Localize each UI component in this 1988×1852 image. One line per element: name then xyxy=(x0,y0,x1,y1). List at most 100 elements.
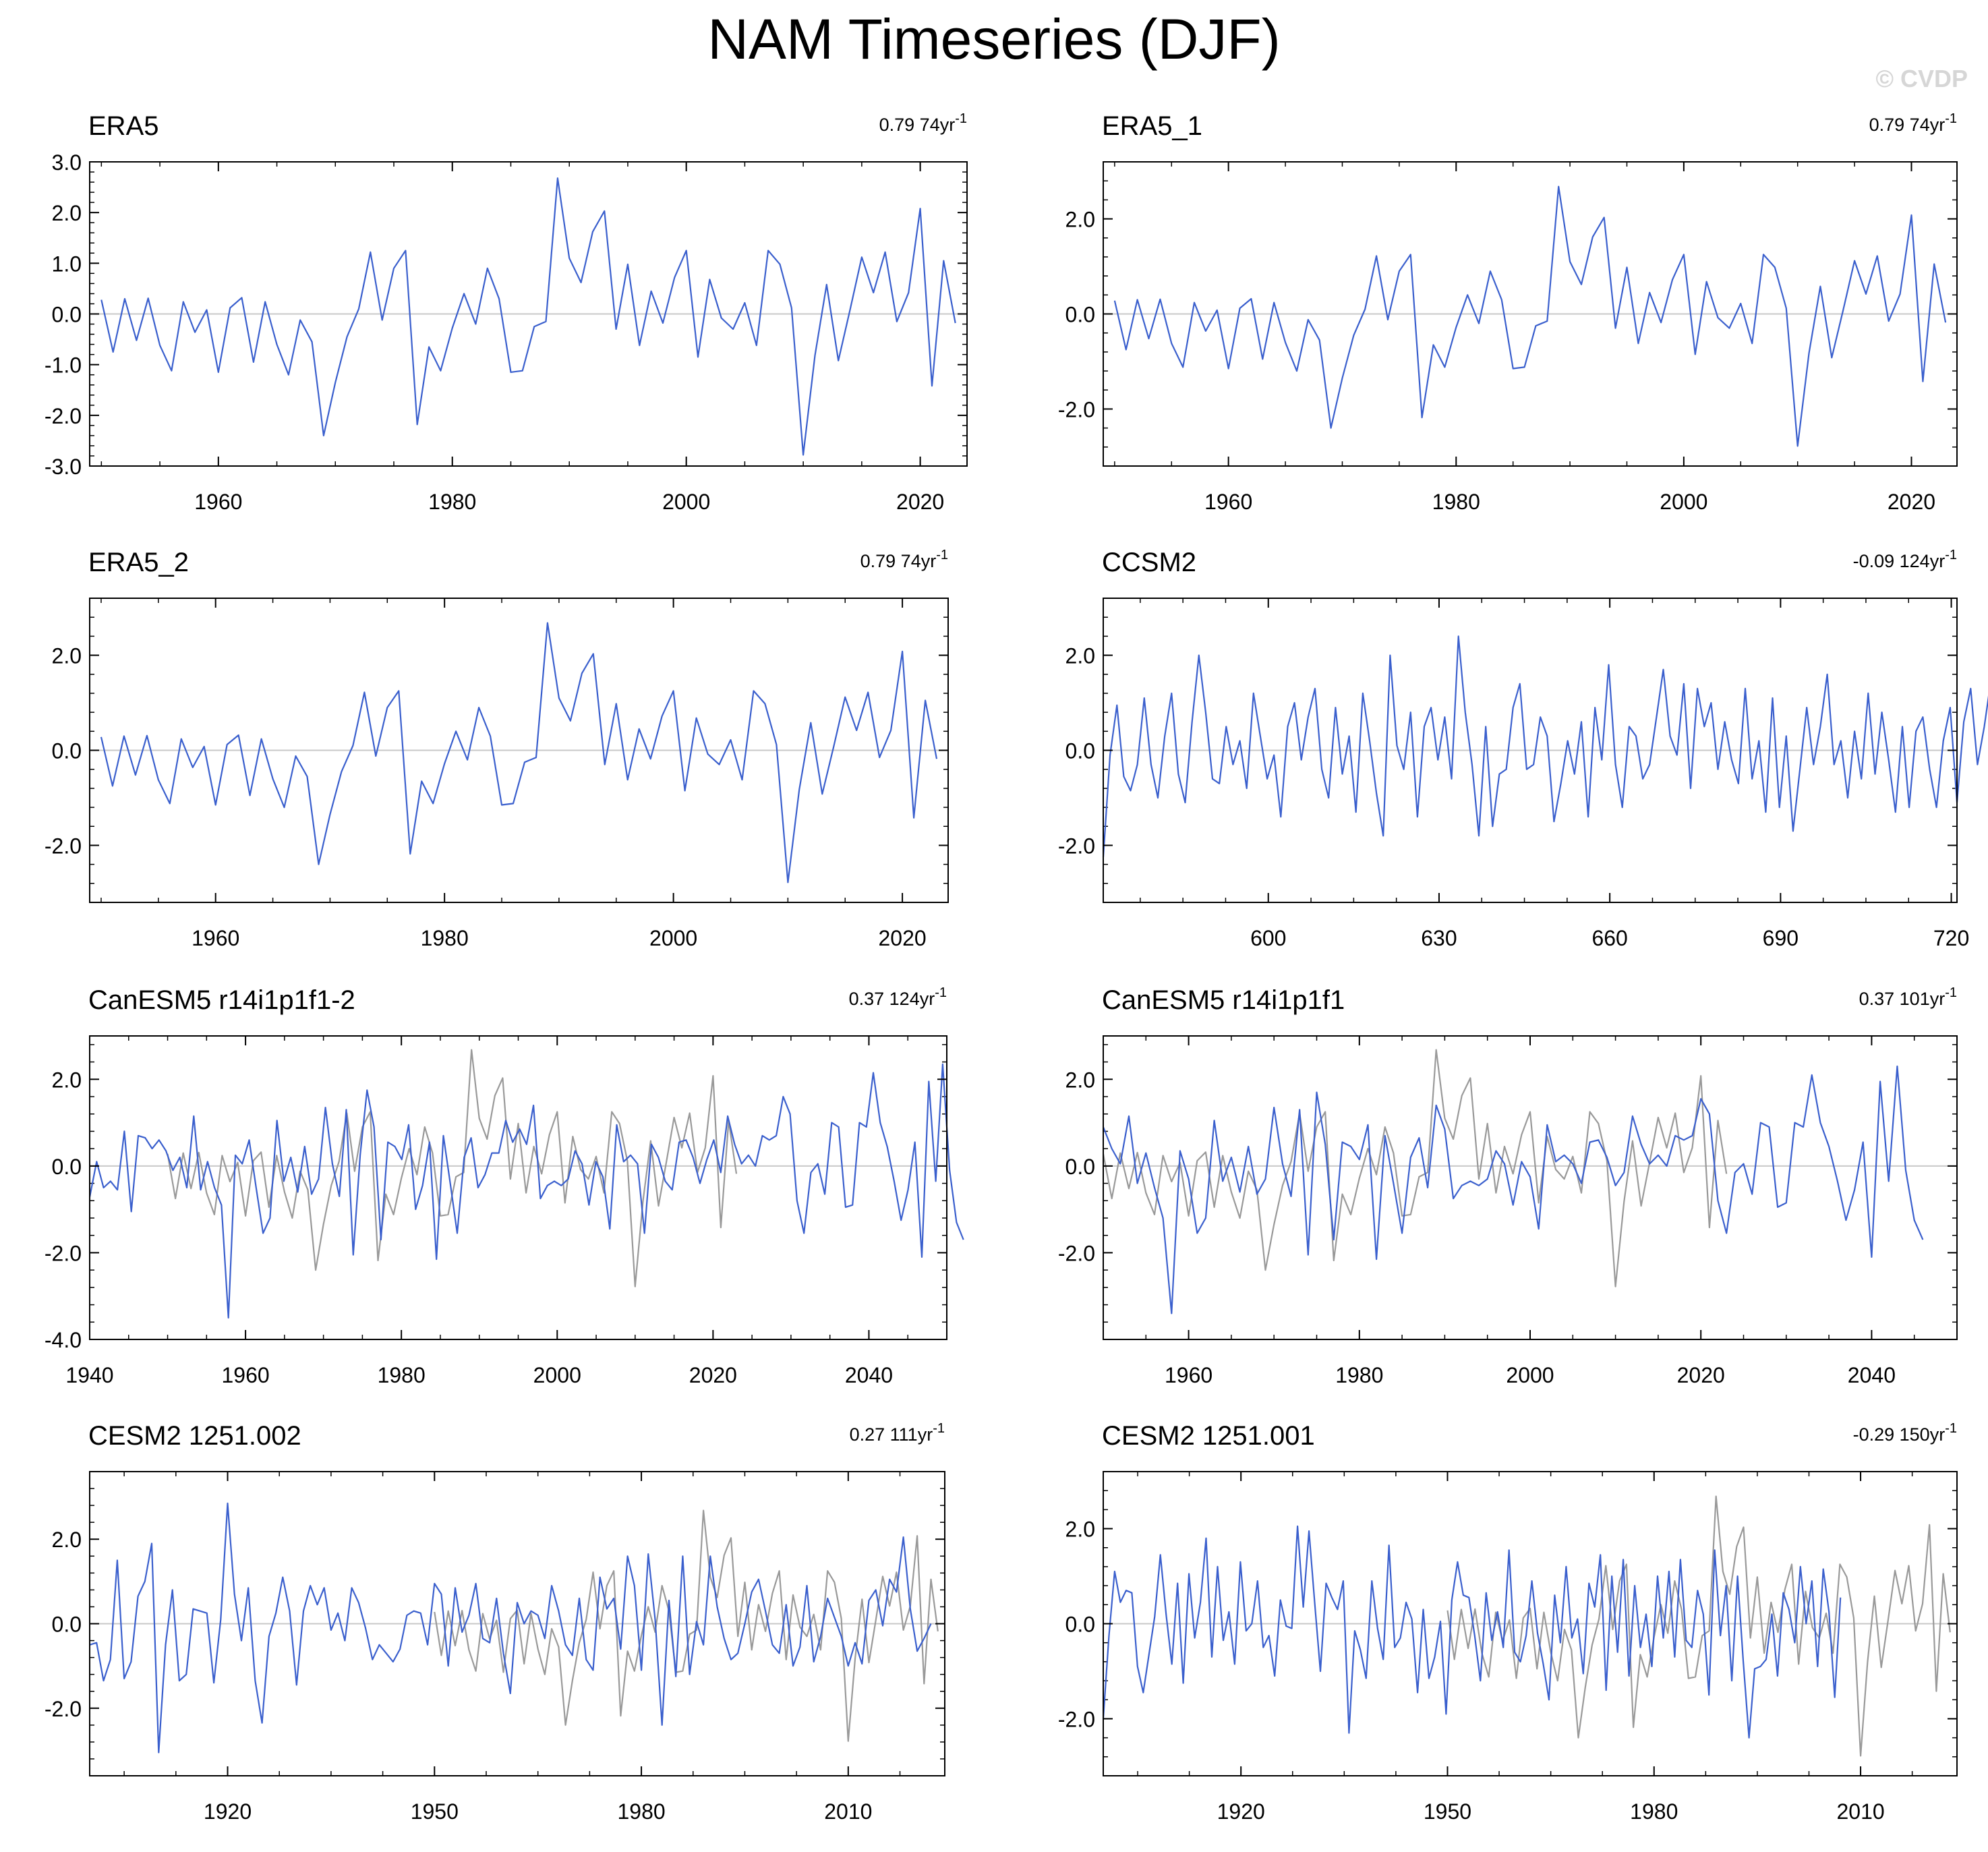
page-title: NAM Timeseries (DJF) xyxy=(707,7,1281,71)
y-tick-label: 2.0 xyxy=(1065,644,1095,668)
stats-superscript: -1 xyxy=(1945,985,1957,1000)
model-series-line xyxy=(1113,185,1947,447)
x-tick-label: 1980 xyxy=(421,926,469,950)
stats-value: 0.79 74yr xyxy=(1869,115,1946,135)
stats-superscript: -1 xyxy=(1945,548,1957,562)
y-tick-label: 0.0 xyxy=(1065,1613,1095,1637)
y-tick-label: 2.0 xyxy=(52,1068,82,1092)
y-tick-label: 2.0 xyxy=(52,1528,82,1552)
x-tick-label: 600 xyxy=(1250,926,1286,950)
x-tick-label: 1980 xyxy=(1335,1363,1383,1387)
x-tick-label: 2020 xyxy=(1677,1363,1725,1387)
x-tick-label: 2020 xyxy=(1888,490,1935,514)
panel-stats: 0.79 74yr-1 xyxy=(860,548,948,571)
model-series-line xyxy=(100,177,956,456)
panel-era5-2: -2.0 0.0 2.0 1960 1980 2000 2020 ERA5_2 0.79 74y… xyxy=(45,548,949,950)
panel-stats: 0.27 111yr-1 xyxy=(850,1421,945,1445)
stats-value: 0.37 101yr xyxy=(1859,989,1946,1009)
x-tick-label: 1980 xyxy=(1432,490,1480,514)
x-tick-label: 1920 xyxy=(204,1799,252,1824)
y-tick-label: -2.0 xyxy=(1058,1707,1095,1731)
y-tick-label: 1.0 xyxy=(52,252,82,276)
panel-stats: 0.79 74yr-1 xyxy=(879,111,967,135)
obs-series-line xyxy=(1446,1495,1951,1757)
panel-title: ERA5_1 xyxy=(1102,111,1202,141)
x-tick-label: 1960 xyxy=(192,926,239,950)
x-tick-label: 660 xyxy=(1591,926,1627,950)
x-tick-label: 1980 xyxy=(428,490,476,514)
stats-superscript: -1 xyxy=(936,548,948,562)
panel-title: ERA5 xyxy=(88,111,159,141)
x-tick-label: 2000 xyxy=(533,1363,581,1387)
x-tick-label: 2010 xyxy=(1836,1799,1884,1824)
y-tick-label: 3.0 xyxy=(52,150,82,175)
model-series-line xyxy=(89,1502,932,1754)
panel-canesm5-r14i1p1f1-2: -4.0 -2.0 0.0 2.0 1940 1960 1980 2000 2020 2040 Ca… xyxy=(45,985,964,1387)
x-tick-label: 630 xyxy=(1421,926,1457,950)
stats-superscript: -1 xyxy=(933,1421,945,1436)
x-tick-label: 2020 xyxy=(896,490,944,514)
panel-stats: -0.09 124yr-1 xyxy=(1853,548,1957,571)
model-series-line xyxy=(88,1063,964,1319)
x-tick-label: 1960 xyxy=(221,1363,269,1387)
x-tick-label: 2020 xyxy=(879,926,927,950)
y-tick-label: -4.0 xyxy=(45,1328,82,1352)
y-tick-label: 0.0 xyxy=(1065,1155,1095,1179)
watermark: © CVDP xyxy=(1875,65,1968,92)
x-tick-label: 1950 xyxy=(411,1799,459,1824)
y-tick-label: 2.0 xyxy=(1065,208,1095,232)
x-tick-label: 2000 xyxy=(649,926,697,950)
model-series-line xyxy=(100,622,938,884)
y-tick-label: -2.0 xyxy=(45,834,82,858)
y-tick-label: -2.0 xyxy=(1058,1241,1095,1265)
panel-title: ERA5_2 xyxy=(88,548,189,577)
y-tick-label: -2.0 xyxy=(1058,397,1095,422)
x-tick-label: 1950 xyxy=(1424,1799,1471,1824)
panel-cesm2-1251-001: -2.0 0.0 2.0 1920 1950 1980 2010 CESM2 1251.001… xyxy=(1058,1421,1958,1824)
x-tick-label: 2000 xyxy=(662,490,710,514)
y-tick-label: -3.0 xyxy=(45,455,82,479)
x-tick-label: 720 xyxy=(1933,926,1969,950)
y-tick-label: 2.0 xyxy=(1065,1068,1095,1092)
panel-title: CESM2 1251.001 xyxy=(1102,1421,1315,1451)
stats-value: 0.27 111yr xyxy=(850,1424,933,1445)
y-tick-label: 2.0 xyxy=(1065,1517,1095,1542)
y-tick-label: 2.0 xyxy=(52,201,82,225)
x-tick-label: 2020 xyxy=(689,1363,737,1387)
y-tick-label: 0.0 xyxy=(52,739,82,763)
stats-value: -0.09 124yr xyxy=(1853,551,1946,571)
y-tick-label: -1.0 xyxy=(45,353,82,378)
plot-frame xyxy=(1103,1035,1958,1340)
y-tick-label: 0.0 xyxy=(52,1613,82,1637)
y-tick-label: -2.0 xyxy=(45,1697,82,1721)
x-tick-label: 2000 xyxy=(1506,1363,1554,1387)
panel-title: CESM2 1251.002 xyxy=(88,1421,301,1451)
model-series-line xyxy=(1102,635,1988,858)
x-tick-label: 1960 xyxy=(1165,1363,1212,1387)
panel-era5-1: -2.0 0.0 2.0 1960 1980 2000 2020 ERA5_1 0.79 74y… xyxy=(1058,111,1958,514)
y-tick-label: -2.0 xyxy=(45,1241,82,1265)
panel-title: CanESM5 r14i1p1f1 xyxy=(1102,985,1345,1015)
model-series-line xyxy=(1102,1525,1842,1739)
panel-era5: -3.0 -2.0 -1.0 0.0 1.0 2.0 3.0 1960 1980 2000 2020… xyxy=(45,111,968,514)
stats-superscript: -1 xyxy=(955,111,967,126)
panel-title: CanESM5 r14i1p1f1-2 xyxy=(88,985,355,1015)
panel-stats: 0.37 124yr-1 xyxy=(849,985,947,1009)
obs-series-line xyxy=(434,1509,939,1742)
x-tick-label: 1980 xyxy=(378,1363,426,1387)
y-tick-label: -2.0 xyxy=(1058,834,1095,858)
panel-stats: 0.37 101yr-1 xyxy=(1859,985,1957,1009)
stats-superscript: -1 xyxy=(1945,1421,1957,1436)
x-tick-label: 2000 xyxy=(1660,490,1707,514)
y-tick-label: 0.0 xyxy=(1065,303,1095,327)
panel-cesm2-1251-002: -2.0 0.0 2.0 1920 1950 1980 2010 CESM2 1251.002… xyxy=(45,1421,945,1824)
stats-value: -0.29 150yr xyxy=(1853,1424,1946,1445)
x-tick-label: 1960 xyxy=(194,490,242,514)
plot-frame xyxy=(89,1035,947,1340)
x-tick-label: 1980 xyxy=(1630,1799,1678,1824)
model-series-line xyxy=(1102,1065,1924,1314)
y-tick-label: 0.0 xyxy=(1065,739,1095,763)
panel-stats: -0.29 150yr-1 xyxy=(1853,1421,1957,1445)
obs-series-line xyxy=(1102,1049,1728,1287)
x-tick-label: 1940 xyxy=(65,1363,113,1387)
